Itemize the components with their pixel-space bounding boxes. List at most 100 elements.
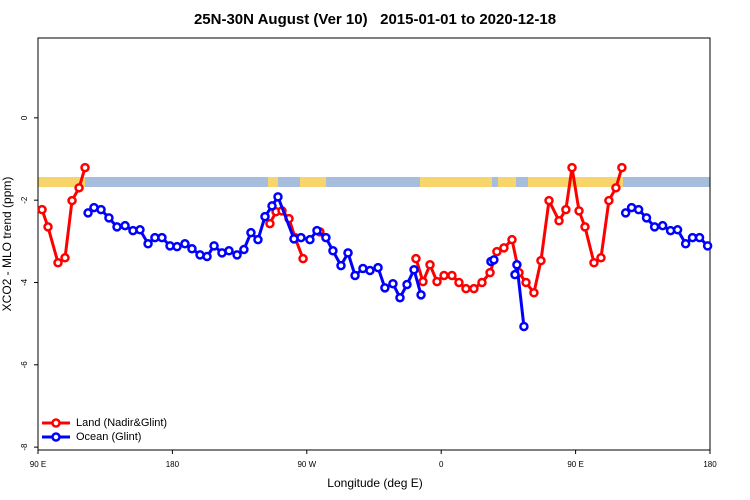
data-point [649,222,660,232]
data-point [60,253,70,263]
data-point [680,239,691,249]
data-point [83,208,93,218]
legend-label: Land (Nadir&Glint) [76,417,167,429]
data-point [296,232,306,243]
chart-title: 25N-30N August (Ver 10) 2015-01-01 to 20… [194,11,556,28]
x-tick-label: 90 W [297,460,316,469]
data-point [96,204,106,215]
y-tick-label: -6 [20,361,29,369]
data-point [529,288,539,298]
data-point [425,260,435,270]
data-point [567,162,577,173]
data-point [485,267,495,278]
x-tick-label: 180 [166,460,180,469]
data-point [321,232,331,243]
data-point [298,253,308,264]
data-point [232,250,242,260]
data-point [519,321,529,332]
data-point [74,183,84,193]
data-point [510,269,520,280]
data-point [343,248,353,258]
data-point [657,220,668,231]
data-point [172,241,182,252]
data-point [536,255,546,266]
data-point [492,246,502,257]
data-point [253,234,263,245]
data-point [418,276,428,287]
data-point [477,277,487,288]
data-point [461,283,471,294]
data-point [409,264,419,275]
data-point [380,283,390,293]
legend-marker [51,418,61,428]
x-axis-label: Longitude (deg E) [327,476,422,490]
data-point [611,183,621,193]
data-point [561,204,571,215]
series-line [87,193,423,301]
data-point [53,257,63,268]
data-point [589,257,599,268]
data-point [224,246,234,256]
y-tick-label: -2 [20,196,29,204]
data-point [328,246,338,256]
data-point [469,283,479,294]
data-point [499,243,509,253]
legend-label: Ocean (Glint) [76,431,141,443]
data-point [273,192,283,202]
data-point [202,251,212,262]
data-point [454,277,464,288]
data-point [544,195,554,206]
data-point [305,234,315,245]
data-point [672,225,683,235]
data-point [702,241,713,251]
data-point [120,220,130,231]
data-point [37,204,47,215]
map-strip [38,177,710,187]
data-point [439,270,449,281]
plot-frame [37,37,711,451]
data-point [604,195,614,206]
data-point [432,276,442,287]
data-point [239,244,249,255]
data-point [447,270,457,281]
data-point [507,234,517,245]
data-point [554,215,564,226]
data-point [521,277,531,288]
x-tick-label: 90 E [30,460,46,469]
data-point [512,260,522,270]
data-point [104,213,114,223]
data-point [112,222,122,232]
data-point [574,206,584,216]
x-tick-label: 90 E [567,460,583,469]
data-point [187,243,197,254]
data-point [267,201,277,211]
data-point [580,222,590,232]
data-point [43,222,53,232]
y-tick-label: -4 [20,278,29,286]
data-point [312,225,322,236]
data-point [180,239,190,249]
data-point [620,208,631,218]
data-point [135,225,145,235]
y-tick-label: 0 [20,115,29,120]
data-point [265,218,275,229]
x-tick-label: 0 [439,460,444,469]
data-point [336,260,346,271]
data-point [80,162,90,173]
data-point [67,195,77,206]
data-point [641,213,652,223]
data-point [246,227,256,238]
data-point [388,278,398,289]
data-point [617,162,627,173]
y-axis-label: XCO2 - MLO trend (ppm) [0,177,14,312]
data-point [395,292,405,303]
data-point [260,211,270,222]
data-point [365,265,375,276]
data-point [596,253,606,263]
data-point [694,232,705,243]
data-point [489,255,499,265]
data-point [633,204,644,215]
y-tick-label: -8 [20,443,29,451]
x-tick-label: 180 [703,460,717,469]
